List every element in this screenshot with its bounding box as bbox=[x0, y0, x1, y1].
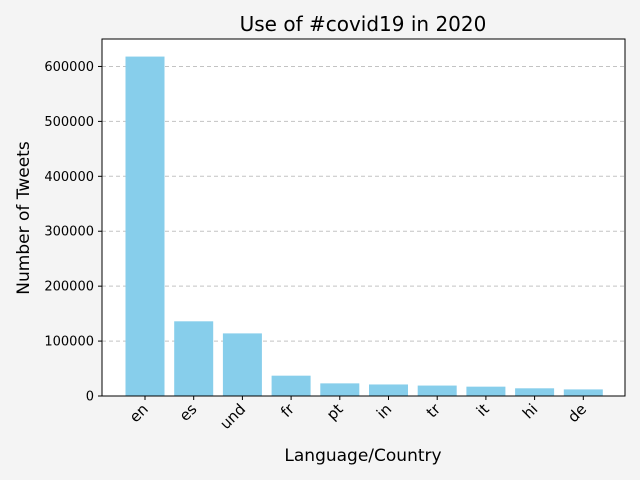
x-tick-label-es: es bbox=[176, 400, 201, 425]
x-tick-label-en: en bbox=[126, 400, 152, 426]
x-tick-label-in: in bbox=[373, 400, 395, 422]
x-tick-label-it: it bbox=[473, 400, 493, 420]
y-tick-label: 300000 bbox=[44, 225, 94, 240]
plot-frame bbox=[101, 38, 626, 397]
y-axis-label: Number of Tweets bbox=[14, 141, 34, 295]
x-tick-label-und: und bbox=[216, 400, 249, 433]
bar-layer bbox=[125, 56, 603, 397]
y-tick-label: 100000 bbox=[44, 335, 94, 350]
x-tick-label-fr: fr bbox=[277, 400, 298, 421]
y-tick-label: 400000 bbox=[44, 170, 94, 185]
chart-title: Use of #covid19 in 2020 bbox=[240, 12, 487, 36]
x-axis-label: Language/Country bbox=[284, 446, 441, 466]
bar-und bbox=[222, 333, 262, 396]
y-tick-label: 200000 bbox=[44, 280, 94, 295]
x-tick-label-hi: hi bbox=[519, 400, 541, 422]
y-tick-label: 0 bbox=[86, 390, 94, 405]
bar-hi bbox=[515, 388, 555, 396]
x-tick-label-tr: tr bbox=[423, 400, 445, 422]
x-tick-label-de: de bbox=[564, 400, 590, 426]
y-axis: 0 100000 200000 300000 400000 500000 600000 bbox=[44, 60, 102, 405]
bar-en bbox=[125, 56, 165, 397]
bar-pt bbox=[320, 383, 360, 396]
y-tick-label: 500000 bbox=[44, 115, 94, 130]
bar-it bbox=[466, 386, 506, 396]
bar-fr bbox=[271, 375, 311, 396]
bar-de bbox=[563, 389, 603, 396]
x-tick-label-pt: pt bbox=[323, 400, 347, 424]
bar-es bbox=[174, 321, 214, 396]
x-axis: en es und fr pt in tr it hi de bbox=[126, 396, 590, 433]
bar-tr bbox=[417, 385, 457, 396]
y-tick-label: 600000 bbox=[44, 60, 94, 75]
bar-in bbox=[369, 384, 408, 396]
